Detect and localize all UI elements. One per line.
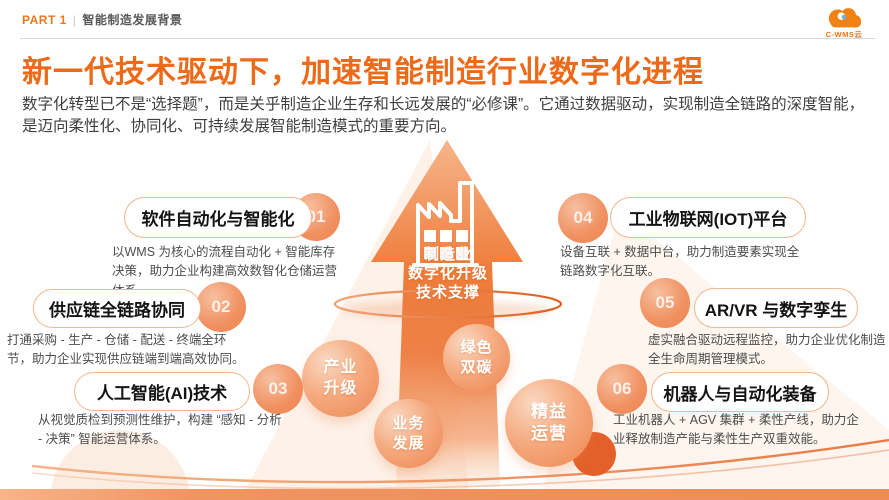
item-desc: 打通采购 - 生产 - 仓储 - 配送 - 终端全环节，助力企业实现供应链端到端… — [7, 333, 245, 367]
item-title-software-automation: 软件自动化与智能化 — [124, 197, 312, 238]
page-title: 新一代技术驱动下，加速智能制造行业数字化进程 — [22, 56, 704, 89]
item-number-badge: 02 — [196, 282, 246, 332]
factory-icon — [412, 181, 479, 267]
breadcrumb-separator: | — [72, 13, 77, 27]
item-desc: 虚实融合驱动远程监控，助力企业优化制造全生命周期管理模式。 — [648, 333, 886, 367]
section-title: 智能制造发展背景 — [82, 13, 183, 27]
cloud-logo-icon — [828, 8, 861, 28]
intro-paragraph: 数字化转型已不是“选择题”，而是关乎制造企业生存和长远发展的“必修课”。它通过数… — [22, 96, 865, 135]
bubble-green-carbon: 绿色 双碳 — [443, 324, 510, 391]
bubble-lean-operations: 精益 运营 — [505, 379, 593, 467]
item-desc: 工业机器人 + AGV 集群 + 柔性产线，助力企业释放制造产能与柔性生产双重效… — [613, 413, 859, 447]
item-title-ai-technology: 人工智能(AI)技术 — [74, 372, 250, 411]
item-number-badge: 05 — [640, 278, 690, 328]
breadcrumb: PART 1 | 智能制造发展背景 — [22, 11, 182, 28]
bubble-business-growth: 业务 发展 — [374, 399, 443, 468]
item-title-iot-platform: 工业物联网(IOT)平台 — [610, 197, 806, 238]
item-number-badge: 03 — [253, 364, 303, 414]
bottom-accent-bar — [0, 489, 889, 500]
item-number-badge: 06 — [597, 364, 647, 414]
item-desc: 从视觉质检到预测性维护，构建 “感知 - 分析 - 决策” 智能运营体系。 — [38, 413, 282, 447]
part-label: PART 1 — [22, 13, 67, 27]
item-desc: 设备互联 + 数据中台，助力制造要素实现全链路数字化互联。 — [560, 245, 800, 279]
item-title-robotics-automation: 机器人与自动化装备 — [651, 372, 829, 412]
platform-shadow — [344, 301, 552, 319]
item-title-supply-chain: 供应链全链路协同 — [33, 289, 201, 328]
swoosh-line — [31, 449, 889, 490]
item-number-badge: 04 — [558, 193, 608, 243]
brand-logo: C-WMS云 — [815, 5, 873, 40]
logo-text: C-WMS云 — [825, 30, 863, 39]
bubble-industry-upgrade: 产业 升级 — [302, 340, 379, 417]
header-divider — [20, 38, 875, 39]
arrow-caption: 制造业 数字化升级 技术支撑 — [407, 246, 488, 302]
item-title-ar-vr-digital-twin: AR/VR 与数字孪生 — [694, 288, 858, 328]
